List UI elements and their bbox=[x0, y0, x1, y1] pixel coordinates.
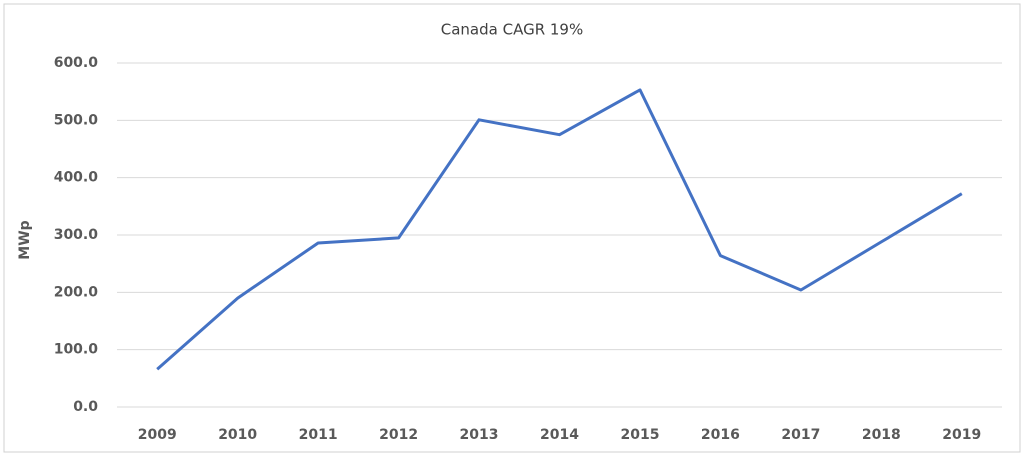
y-tick-label: 300.0 bbox=[54, 227, 99, 243]
x-tick-label: 2018 bbox=[862, 427, 901, 443]
y-tick-label: 500.0 bbox=[54, 112, 99, 128]
x-tick-label: 2010 bbox=[218, 427, 257, 443]
y-tick-label: 400.0 bbox=[54, 170, 99, 186]
chart-frame bbox=[3, 3, 1021, 453]
x-tick-label: 2016 bbox=[701, 427, 740, 443]
x-tick-label: 2017 bbox=[781, 427, 820, 443]
y-axis-label: MWp bbox=[17, 220, 33, 259]
x-tick-label: 2013 bbox=[460, 427, 499, 443]
y-tick-label: 200.0 bbox=[54, 284, 99, 300]
x-tick-label: 2015 bbox=[620, 427, 659, 443]
x-tick-label: 2014 bbox=[540, 427, 579, 443]
y-tick-label: 0.0 bbox=[73, 399, 98, 415]
x-tick-label: 2019 bbox=[942, 427, 981, 443]
x-tick-label: 2012 bbox=[379, 427, 418, 443]
x-tick-label: 2009 bbox=[138, 427, 177, 443]
data-line bbox=[156, 88, 963, 371]
y-tick-label: 100.0 bbox=[54, 342, 99, 358]
y-tick-label: 600.0 bbox=[54, 55, 99, 71]
x-tick-label: 2011 bbox=[299, 427, 338, 443]
chart-title: Canada CAGR 19% bbox=[441, 21, 583, 39]
